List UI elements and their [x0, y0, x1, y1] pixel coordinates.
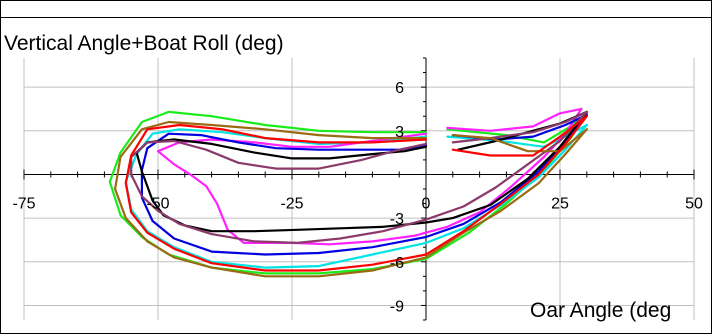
y-axis-title: Vertical Angle+Boat Roll (deg): [4, 32, 284, 55]
y-tick-label: -6: [390, 255, 404, 272]
x-tick-label: 0: [422, 195, 431, 212]
series-line-14: [124, 115, 588, 272]
x-tick-label: 50: [685, 195, 703, 212]
x-tick-label: -25: [280, 195, 303, 212]
x-tick-label: -75: [12, 195, 35, 212]
header-strip: [1, 1, 711, 18]
y-tick-label: -9: [390, 298, 404, 315]
series-lines: [108, 107, 588, 278]
grid-lines: [23, 58, 695, 320]
y-tick-label: 6: [395, 80, 404, 97]
series-line-4: [156, 107, 583, 246]
series-line-6: [140, 113, 588, 256]
y-tick-label: -3: [390, 211, 404, 228]
series-line-13: [451, 128, 588, 153]
x-tick-label: 25: [551, 195, 569, 212]
series-line-5: [446, 107, 583, 132]
series-line-15: [451, 115, 588, 157]
series-line-10: [130, 110, 588, 244]
axes: [23, 57, 695, 321]
x-axis-title: Oar Angle (deg: [530, 299, 671, 322]
series-line-12: [114, 120, 588, 278]
tick-labels: -75 -50 -25 0 25 50 6 3 -3 -6 -9: [12, 80, 703, 315]
y-tick-label: 3: [395, 124, 404, 141]
x-tick-label: -50: [146, 195, 169, 212]
series-line-11: [451, 110, 588, 144]
